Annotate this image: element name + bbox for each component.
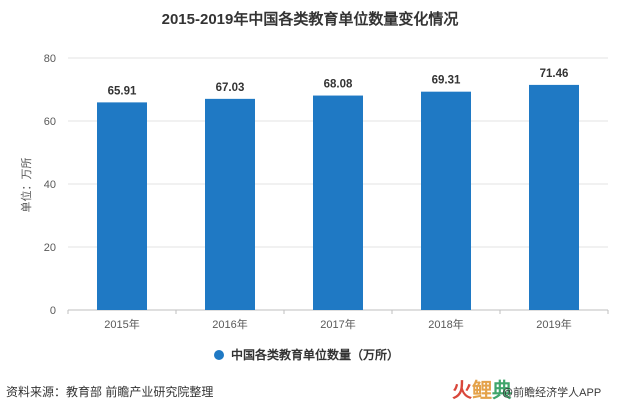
x-tick-label: 2019年 <box>536 317 571 331</box>
y-tick-label: 40 <box>44 179 56 191</box>
bar-value-label: 65.91 <box>108 85 137 97</box>
bar <box>313 95 363 310</box>
y-axis-ticks: 0 20 40 60 80 <box>44 53 56 317</box>
bar <box>97 102 147 310</box>
x-tick-label: 2015年 <box>104 317 139 331</box>
y-tick-label: 80 <box>44 53 56 65</box>
x-axis-ticks: 2015年 2016年 2017年 2018年 2019年 <box>67 310 609 331</box>
legend-marker <box>214 350 224 360</box>
bar-value-label: 71.46 <box>540 68 569 80</box>
y-axis-label: 单位：万所 <box>19 158 33 213</box>
legend: 中国各类教育单位数量（万所） <box>214 347 399 362</box>
bar-value-label: 67.03 <box>216 82 245 94</box>
legend-label: 中国各类教育单位数量（万所） <box>231 347 399 362</box>
bar-value-label: 69.31 <box>432 75 461 87</box>
y-tick-label: 0 <box>50 305 56 317</box>
bar-value-label: 68.08 <box>324 79 353 91</box>
bar-series: 65.91 67.03 68.08 69.31 71.46 <box>97 68 579 311</box>
bar <box>529 84 579 310</box>
chart-title: 2015-2019年中国各类教育单位数量变化情况 <box>162 10 459 28</box>
bar <box>421 91 471 311</box>
source-note: 资料来源：教育部 前瞻产业研究院整理 <box>6 385 214 399</box>
bar <box>205 98 255 310</box>
app-logo: 火鲤典 <box>452 380 512 402</box>
y-tick-label: 60 <box>44 116 56 128</box>
x-tick-label: 2016年 <box>212 317 247 331</box>
x-tick-label: 2018年 <box>428 317 463 331</box>
x-tick-label: 2017年 <box>320 317 355 331</box>
y-tick-label: 20 <box>44 242 56 254</box>
app-credit: @前瞻经济学人APP <box>502 387 602 399</box>
